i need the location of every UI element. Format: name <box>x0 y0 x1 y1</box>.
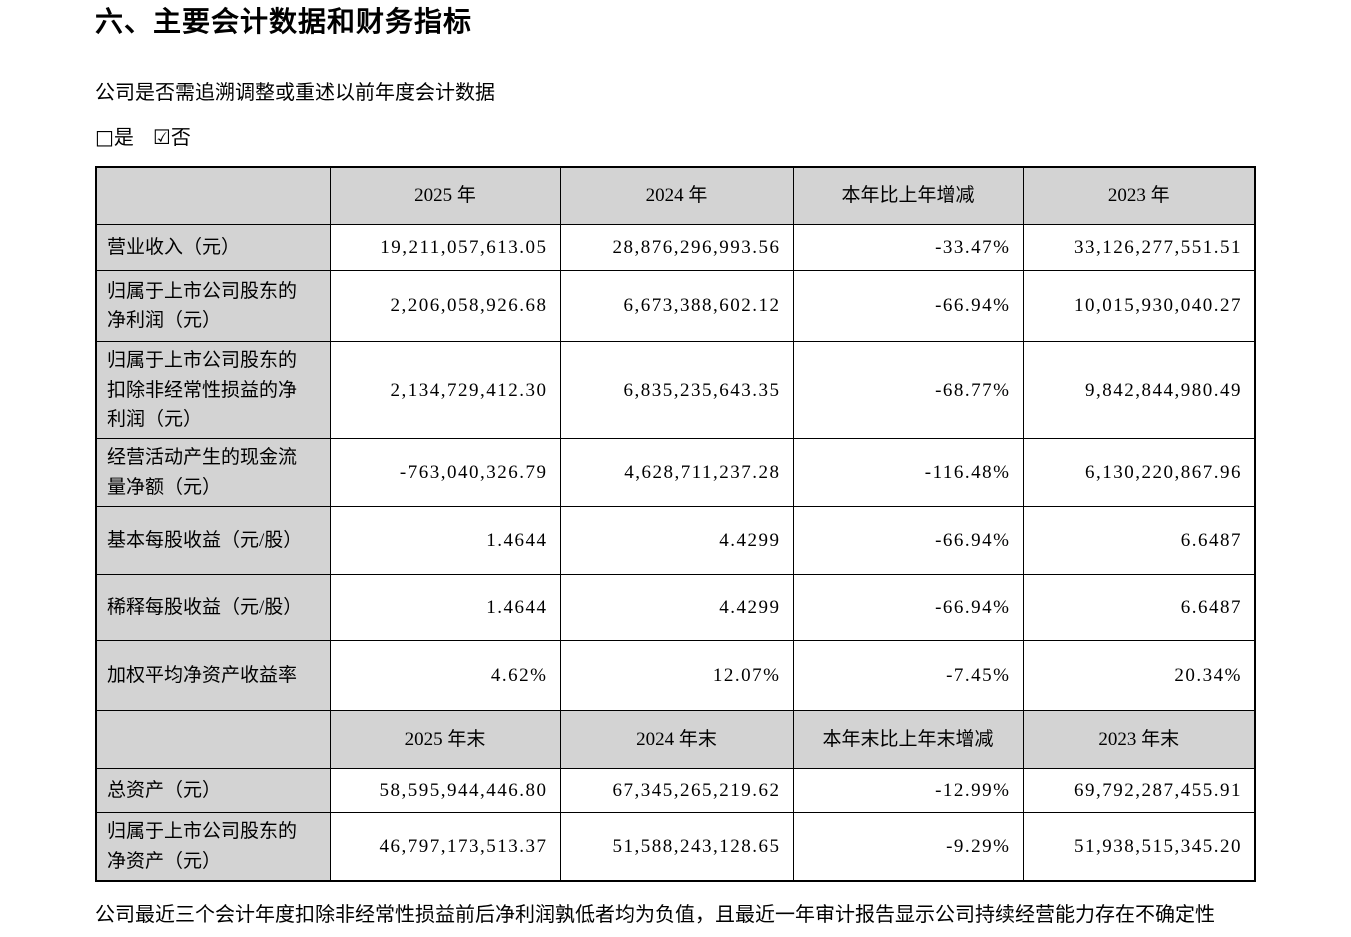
cell-change: -7.45% <box>792 640 1024 712</box>
table-row-operating-cash-flow: 经营活动产生的现金流量净额（元） -763,040,326.79 4,628,7… <box>95 438 1256 508</box>
cell-2023: 33,126,277,551.51 <box>1022 224 1256 272</box>
header-cell-2023: 2023 年 <box>1022 166 1256 226</box>
checkbox-no-label: 否 <box>170 126 191 149</box>
cell-2024: 6,835,235,643.35 <box>559 341 794 440</box>
checkbox-yes: □是 <box>95 124 134 149</box>
header-cell-2024-end: 2024 年末 <box>559 710 794 770</box>
section-title: 六、主要会计数据和财务指标 <box>95 7 473 38</box>
cell-2024: 4,628,711,237.28 <box>559 438 794 508</box>
header-cell-2023-end: 2023 年末 <box>1022 710 1256 770</box>
cell-change: -116.48% <box>792 438 1024 508</box>
cell-2024: 4.4299 <box>559 506 794 576</box>
header-cell-blank <box>95 710 331 770</box>
cell-change: -9.29% <box>792 812 1024 882</box>
cell-2023: 9,842,844,980.49 <box>1022 341 1256 440</box>
header-cell-2025: 2025 年 <box>329 166 561 226</box>
table-row-diluted-eps: 稀释每股收益（元/股） 1.4644 4.4299 -66.94% 6.6487 <box>95 574 1256 642</box>
header-cell-yoy-end-change: 本年末比上年末增减 <box>792 710 1024 770</box>
cell-change: -66.94% <box>792 506 1024 576</box>
cell-2024: 51,588,243,128.65 <box>559 812 794 882</box>
table-row-net-profit: 归属于上市公司股东的净利润（元） 2,206,058,926.68 6,673,… <box>95 270 1256 343</box>
cell-change: -66.94% <box>792 270 1024 343</box>
row-label: 营业收入（元） <box>95 224 331 272</box>
cell-2025: 1.4644 <box>329 506 561 576</box>
cell-2023: 20.34% <box>1022 640 1256 712</box>
cell-2025: 58,595,944,446.80 <box>329 768 561 814</box>
cell-2025: 2,134,729,412.30 <box>329 341 561 440</box>
checkbox-yes-label: 是 <box>113 126 134 149</box>
table-header-point-in-time: 2025 年末 2024 年末 本年末比上年末增减 2023 年末 <box>95 710 1256 770</box>
cell-2025: 46,797,173,513.37 <box>329 812 561 882</box>
table-row-net-profit-excl-nonrecurring: 归属于上市公司股东的扣除非经常性损益的净利润（元） 2,134,729,412.… <box>95 341 1256 440</box>
cell-2024: 6,673,388,602.12 <box>559 270 794 343</box>
table-row-basic-eps: 基本每股收益（元/股） 1.4644 4.4299 -66.94% 6.6487 <box>95 506 1256 576</box>
row-label: 经营活动产生的现金流量净额（元） <box>95 438 331 508</box>
cell-change: -12.99% <box>792 768 1024 814</box>
row-label: 总资产（元） <box>95 768 331 814</box>
cell-2023: 51,938,515,345.20 <box>1022 812 1256 882</box>
header-cell-blank <box>95 166 331 226</box>
table-row-net-assets: 归属于上市公司股东的净资产（元） 46,797,173,513.37 51,58… <box>95 812 1256 882</box>
row-label: 归属于上市公司股东的扣除非经常性损益的净利润（元） <box>95 341 331 440</box>
table-header-period: 2025 年 2024 年 本年比上年增减 2023 年 <box>95 166 1256 226</box>
row-label: 加权平均净资产收益率 <box>95 640 331 712</box>
table-row-weighted-avg-roe: 加权平均净资产收益率 4.62% 12.07% -7.45% 20.34% <box>95 640 1256 712</box>
cell-2025: 1.4644 <box>329 574 561 642</box>
checkbox-unchecked-icon: □ <box>95 124 114 149</box>
cell-2024: 67,345,265,219.62 <box>559 768 794 814</box>
cell-2023: 6.6487 <box>1022 574 1256 642</box>
cell-2023: 69,792,287,455.91 <box>1022 768 1256 814</box>
cell-2025: 2,206,058,926.68 <box>329 270 561 343</box>
cell-2025: 19,211,057,613.05 <box>329 224 561 272</box>
row-label: 归属于上市公司股东的净资产（元） <box>95 812 331 882</box>
table-row-total-assets: 总资产（元） 58,595,944,446.80 67,345,265,219.… <box>95 768 1256 814</box>
row-label: 归属于上市公司股东的净利润（元） <box>95 270 331 343</box>
restatement-answer-row: □是 ☑否 <box>95 124 1260 151</box>
restatement-question: 公司是否需追溯调整或重述以前年度会计数据 <box>95 81 495 104</box>
document-content: 六、主要会计数据和财务指标 公司是否需追溯调整或重述以前年度会计数据 □是 ☑否… <box>95 0 1260 930</box>
cell-2025: 4.62% <box>329 640 561 712</box>
table-row-revenue: 营业收入（元） 19,211,057,613.05 28,876,296,993… <box>95 224 1256 272</box>
row-label: 稀释每股收益（元/股） <box>95 574 331 642</box>
going-concern-footnote: 公司最近三个会计年度扣除非经常性损益前后净利润孰低者均为负值，且最近一年审计报告… <box>95 904 1215 927</box>
checkbox-checked-icon: ☑ <box>152 124 171 149</box>
row-label: 基本每股收益（元/股） <box>95 506 331 576</box>
cell-change: -66.94% <box>792 574 1024 642</box>
cell-2023: 6.6487 <box>1022 506 1256 576</box>
cell-change: -68.77% <box>792 341 1024 440</box>
cell-change: -33.47% <box>792 224 1024 272</box>
header-cell-yoy-change: 本年比上年增减 <box>792 166 1024 226</box>
checkbox-no: ☑否 <box>152 124 191 149</box>
cell-2025: -763,040,326.79 <box>329 438 561 508</box>
cell-2023: 6,130,220,867.96 <box>1022 438 1256 508</box>
financial-indicators-table: 2025 年 2024 年 本年比上年增减 2023 年 营业收入（元） 19,… <box>95 165 1256 883</box>
cell-2024: 12.07% <box>559 640 794 712</box>
cell-2024: 28,876,296,993.56 <box>559 224 794 272</box>
cell-2024: 4.4299 <box>559 574 794 642</box>
header-cell-2025-end: 2025 年末 <box>329 710 561 770</box>
header-cell-2024: 2024 年 <box>559 166 794 226</box>
cell-2023: 10,015,930,040.27 <box>1022 270 1256 343</box>
